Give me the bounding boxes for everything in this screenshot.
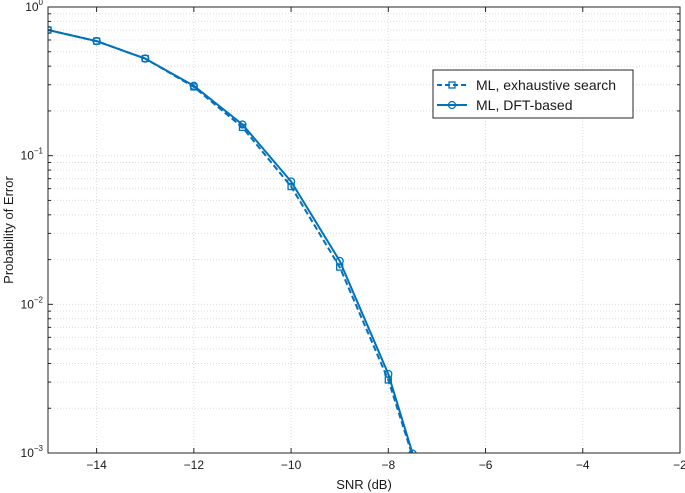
series-layer: [48, 25, 417, 453]
y-tick-label-exponent: −3: [34, 444, 44, 453]
legend-box: [432, 69, 634, 119]
x-tick-label: −4: [576, 458, 590, 472]
data-point-circle: [189, 81, 198, 90]
legend-marker-circle: [447, 100, 457, 110]
y-tick-label-base: 10: [21, 446, 35, 460]
y-axis-label: Probability of Error: [1, 176, 16, 284]
y-tick-label-exponent: −1: [34, 147, 44, 156]
y-tick-label-base: 10: [21, 149, 35, 163]
x-axis-label: SNR (dB): [336, 477, 392, 492]
data-point-circle: [335, 256, 344, 266]
data-point-circle: [48, 25, 53, 35]
x-tick-label: −12: [184, 458, 205, 472]
data-point-circle: [384, 369, 393, 379]
y-tick-label: 100: [25, 0, 43, 14]
legend-label-dft: ML, DFT-based: [476, 97, 572, 113]
plot-area-frame: [47, 6, 681, 454]
y-tick-label-base: 10: [21, 297, 35, 311]
data-point-circle: [238, 120, 247, 129]
data-point-circle: [286, 177, 296, 186]
x-tick-label: −14: [86, 458, 107, 472]
series-1: [48, 25, 417, 453]
legend-marker-square: [448, 81, 456, 89]
x-tick-label: −8: [381, 458, 395, 472]
data-point-circle: [92, 36, 101, 46]
data-point-circle: [141, 54, 150, 63]
legend-entry-exhaustive: ML, exhaustive search: [437, 77, 616, 93]
legend-label-exhaustive: ML, exhaustive search: [476, 77, 616, 93]
x-tick-label: −2: [673, 458, 685, 472]
y-tick-label: 10−1: [21, 147, 44, 163]
legend: ML, exhaustive search ML, DFT-based: [432, 69, 634, 119]
y-tick-label-exponent: −2: [34, 295, 44, 304]
y-tick-label: 10−2: [21, 295, 44, 311]
y-tick-label: 10−3: [21, 444, 44, 460]
data-point-circle: [408, 449, 417, 453]
y-tick-label-base: 10: [25, 0, 39, 14]
series-line-dft-based: [48, 29, 414, 453]
y-tick-label-exponent: 0: [39, 0, 44, 7]
legend-entry-dft: ML, DFT-based: [437, 97, 572, 113]
x-tick-label: −10: [281, 458, 302, 472]
x-tick-label: −6: [479, 458, 493, 472]
